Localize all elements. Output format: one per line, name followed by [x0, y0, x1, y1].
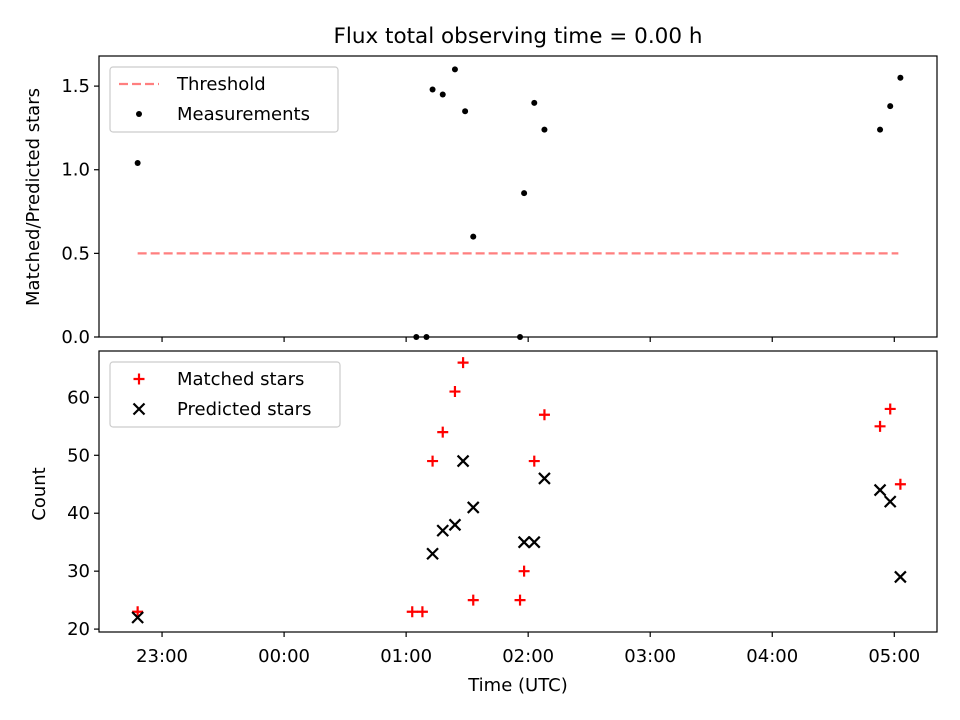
predicted-star-marker — [456, 454, 470, 468]
x-tick-label: 01:00 — [380, 646, 432, 667]
x-axis-label: Time (UTC) — [467, 675, 568, 696]
predicted-star-marker — [883, 495, 897, 508]
x-tick-label: 00:00 — [258, 646, 310, 667]
matched-star-marker — [514, 594, 526, 606]
measurement-point — [521, 190, 528, 197]
matched-star-marker — [467, 594, 479, 606]
measurement-point — [462, 108, 469, 115]
predicted-star-marker — [466, 501, 480, 514]
matched-star-marker — [518, 565, 530, 577]
matched-star-marker — [538, 409, 550, 421]
measurement-point — [897, 74, 904, 81]
measurement-point — [429, 86, 436, 93]
matched-star-marker — [528, 455, 540, 467]
measurement-point — [470, 233, 477, 240]
matched-star-marker — [894, 478, 906, 490]
legend-label: Measurements — [177, 104, 310, 125]
measurement-point — [877, 126, 884, 133]
legend-label: Matched stars — [177, 369, 304, 390]
bottom-y-axis-label: Count — [29, 467, 50, 520]
legend-label: Threshold — [176, 74, 266, 95]
predicted-star-marker — [894, 570, 907, 584]
y-tick-label: 30 — [67, 561, 90, 582]
bottom-panel: 20 30 40 50 60 23:00 00:00 01:00 02:00 03:00 04:00… — [67, 350, 938, 667]
predicted-star-marker — [527, 535, 541, 549]
legend-box — [109, 361, 341, 428]
matched-star-marker — [416, 606, 428, 618]
legend-measurement-swatch — [136, 111, 142, 117]
legend-label: Predicted stars — [177, 399, 311, 420]
x-tick-label: 02:00 — [502, 646, 554, 667]
measurement-point — [887, 103, 894, 110]
top-y-axis-label: Matched/Predicted stars — [23, 88, 44, 306]
matched-star-marker — [427, 455, 439, 467]
measurement-point — [541, 126, 548, 133]
legend-matched-swatch — [133, 373, 145, 385]
y-tick-label: 50 — [67, 445, 90, 466]
y-tick-label: 60 — [67, 387, 90, 408]
predicted-star-marker — [448, 518, 462, 532]
measurement-point — [423, 334, 430, 340]
y-tick-label: 1.5 — [61, 76, 90, 97]
matched-star-marker — [874, 420, 886, 432]
y-tick-label: 0.0 — [61, 327, 90, 348]
y-tick-label: 1.0 — [61, 160, 90, 181]
x-tick-label: 03:00 — [624, 646, 676, 667]
measurement-point — [134, 160, 141, 167]
x-tick-label: 04:00 — [746, 646, 798, 667]
predicted-star-marker — [873, 483, 887, 497]
x-tick-label: 05:00 — [868, 646, 920, 667]
matched-star-marker — [132, 606, 144, 618]
legend-box — [109, 66, 339, 133]
measurement-point — [517, 334, 524, 340]
matched-star-marker — [406, 606, 418, 618]
x-tick-label: 23:00 — [136, 646, 188, 667]
measurement-point — [531, 99, 538, 106]
predicted-star-marker — [538, 472, 551, 485]
measurement-point — [439, 91, 446, 98]
matched-star-marker — [437, 426, 449, 438]
plot-frame — [98, 350, 938, 633]
predicted-star-marker — [517, 535, 531, 549]
predicted-star-marker — [426, 547, 439, 561]
matched-star-marker — [457, 357, 469, 369]
predicted-star-marker — [436, 524, 450, 537]
y-tick-label: 20 — [67, 619, 90, 640]
measurement-point — [413, 334, 420, 340]
chart-title: Flux total observing time = 0.00 h — [334, 24, 703, 49]
y-tick-label: 40 — [67, 503, 90, 524]
matched-star-marker — [884, 403, 896, 415]
top-panel: 0.0 0.5 1.0 1.5 Threshold Measurements — [61, 55, 938, 348]
y-tick-label: 0.5 — [61, 243, 90, 264]
measurement-point — [451, 66, 458, 73]
predicted-star-marker — [131, 611, 144, 624]
matched-star-marker — [449, 386, 461, 398]
legend-predicted-swatch — [132, 402, 146, 416]
